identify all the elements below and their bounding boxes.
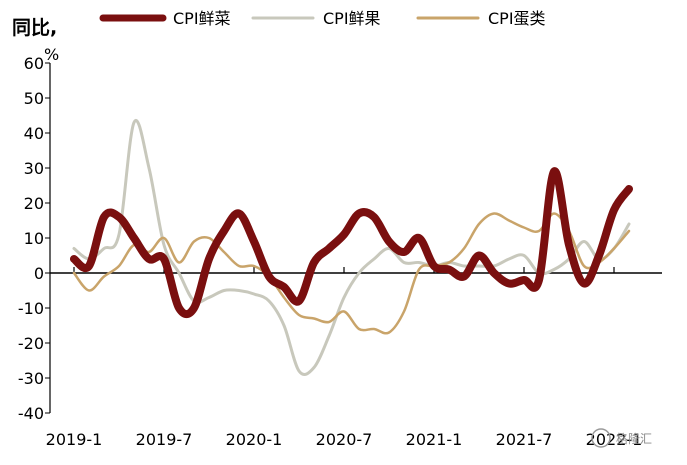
y-tick-label: -30 <box>18 369 44 388</box>
legend-label: CPI鲜果 <box>323 9 381 28</box>
y-tick-label: -10 <box>18 299 44 318</box>
y-tick-label: -20 <box>18 334 44 353</box>
series-layer <box>70 118 633 376</box>
x-tick-label: 2021-7 <box>496 430 553 449</box>
y-tick-label: 10 <box>24 229 44 248</box>
legend: CPI鲜菜 CPI鲜果 CPI蛋类 <box>99 9 546 28</box>
series-line-2 <box>72 212 631 335</box>
x-axis: 2019-1 2019-7 2020-1 2020-7 2021-1 2021-7 2022… <box>46 267 662 449</box>
x-tick-label: 2020-7 <box>316 430 373 449</box>
y-tick-label: 50 <box>24 89 44 108</box>
y-axis-unit: % <box>44 45 59 64</box>
legend-label: CPI蛋类 <box>488 9 546 28</box>
y-tick-label: 20 <box>24 194 44 213</box>
y-tick-label: 30 <box>24 159 44 178</box>
y-tick-label: -40 <box>18 404 44 423</box>
series-line-0 <box>70 167 633 319</box>
x-tick-label: 2019-7 <box>136 430 193 449</box>
x-tick-label: 2019-1 <box>46 430 103 449</box>
legend-label: CPI鲜菜 <box>173 9 231 28</box>
y-axis-label: 同比, <box>12 17 57 39</box>
y-axis: -40 -30 -20 -10 0 10 20 30 40 50 60 <box>18 54 51 423</box>
x-tick-label: 2022-1 <box>586 430 643 449</box>
watermark-text: 格隆汇 <box>616 431 652 446</box>
x-tick-label: 2020-1 <box>226 430 283 449</box>
watermark: 格隆汇 <box>591 428 652 448</box>
y-tick-label: 60 <box>24 54 44 73</box>
x-tick-label: 2021-1 <box>406 430 463 449</box>
y-tick-label: 0 <box>34 264 44 283</box>
y-tick-label: 40 <box>24 124 44 143</box>
watermark-logo-icon <box>591 428 611 448</box>
series-line-1 <box>72 118 631 376</box>
